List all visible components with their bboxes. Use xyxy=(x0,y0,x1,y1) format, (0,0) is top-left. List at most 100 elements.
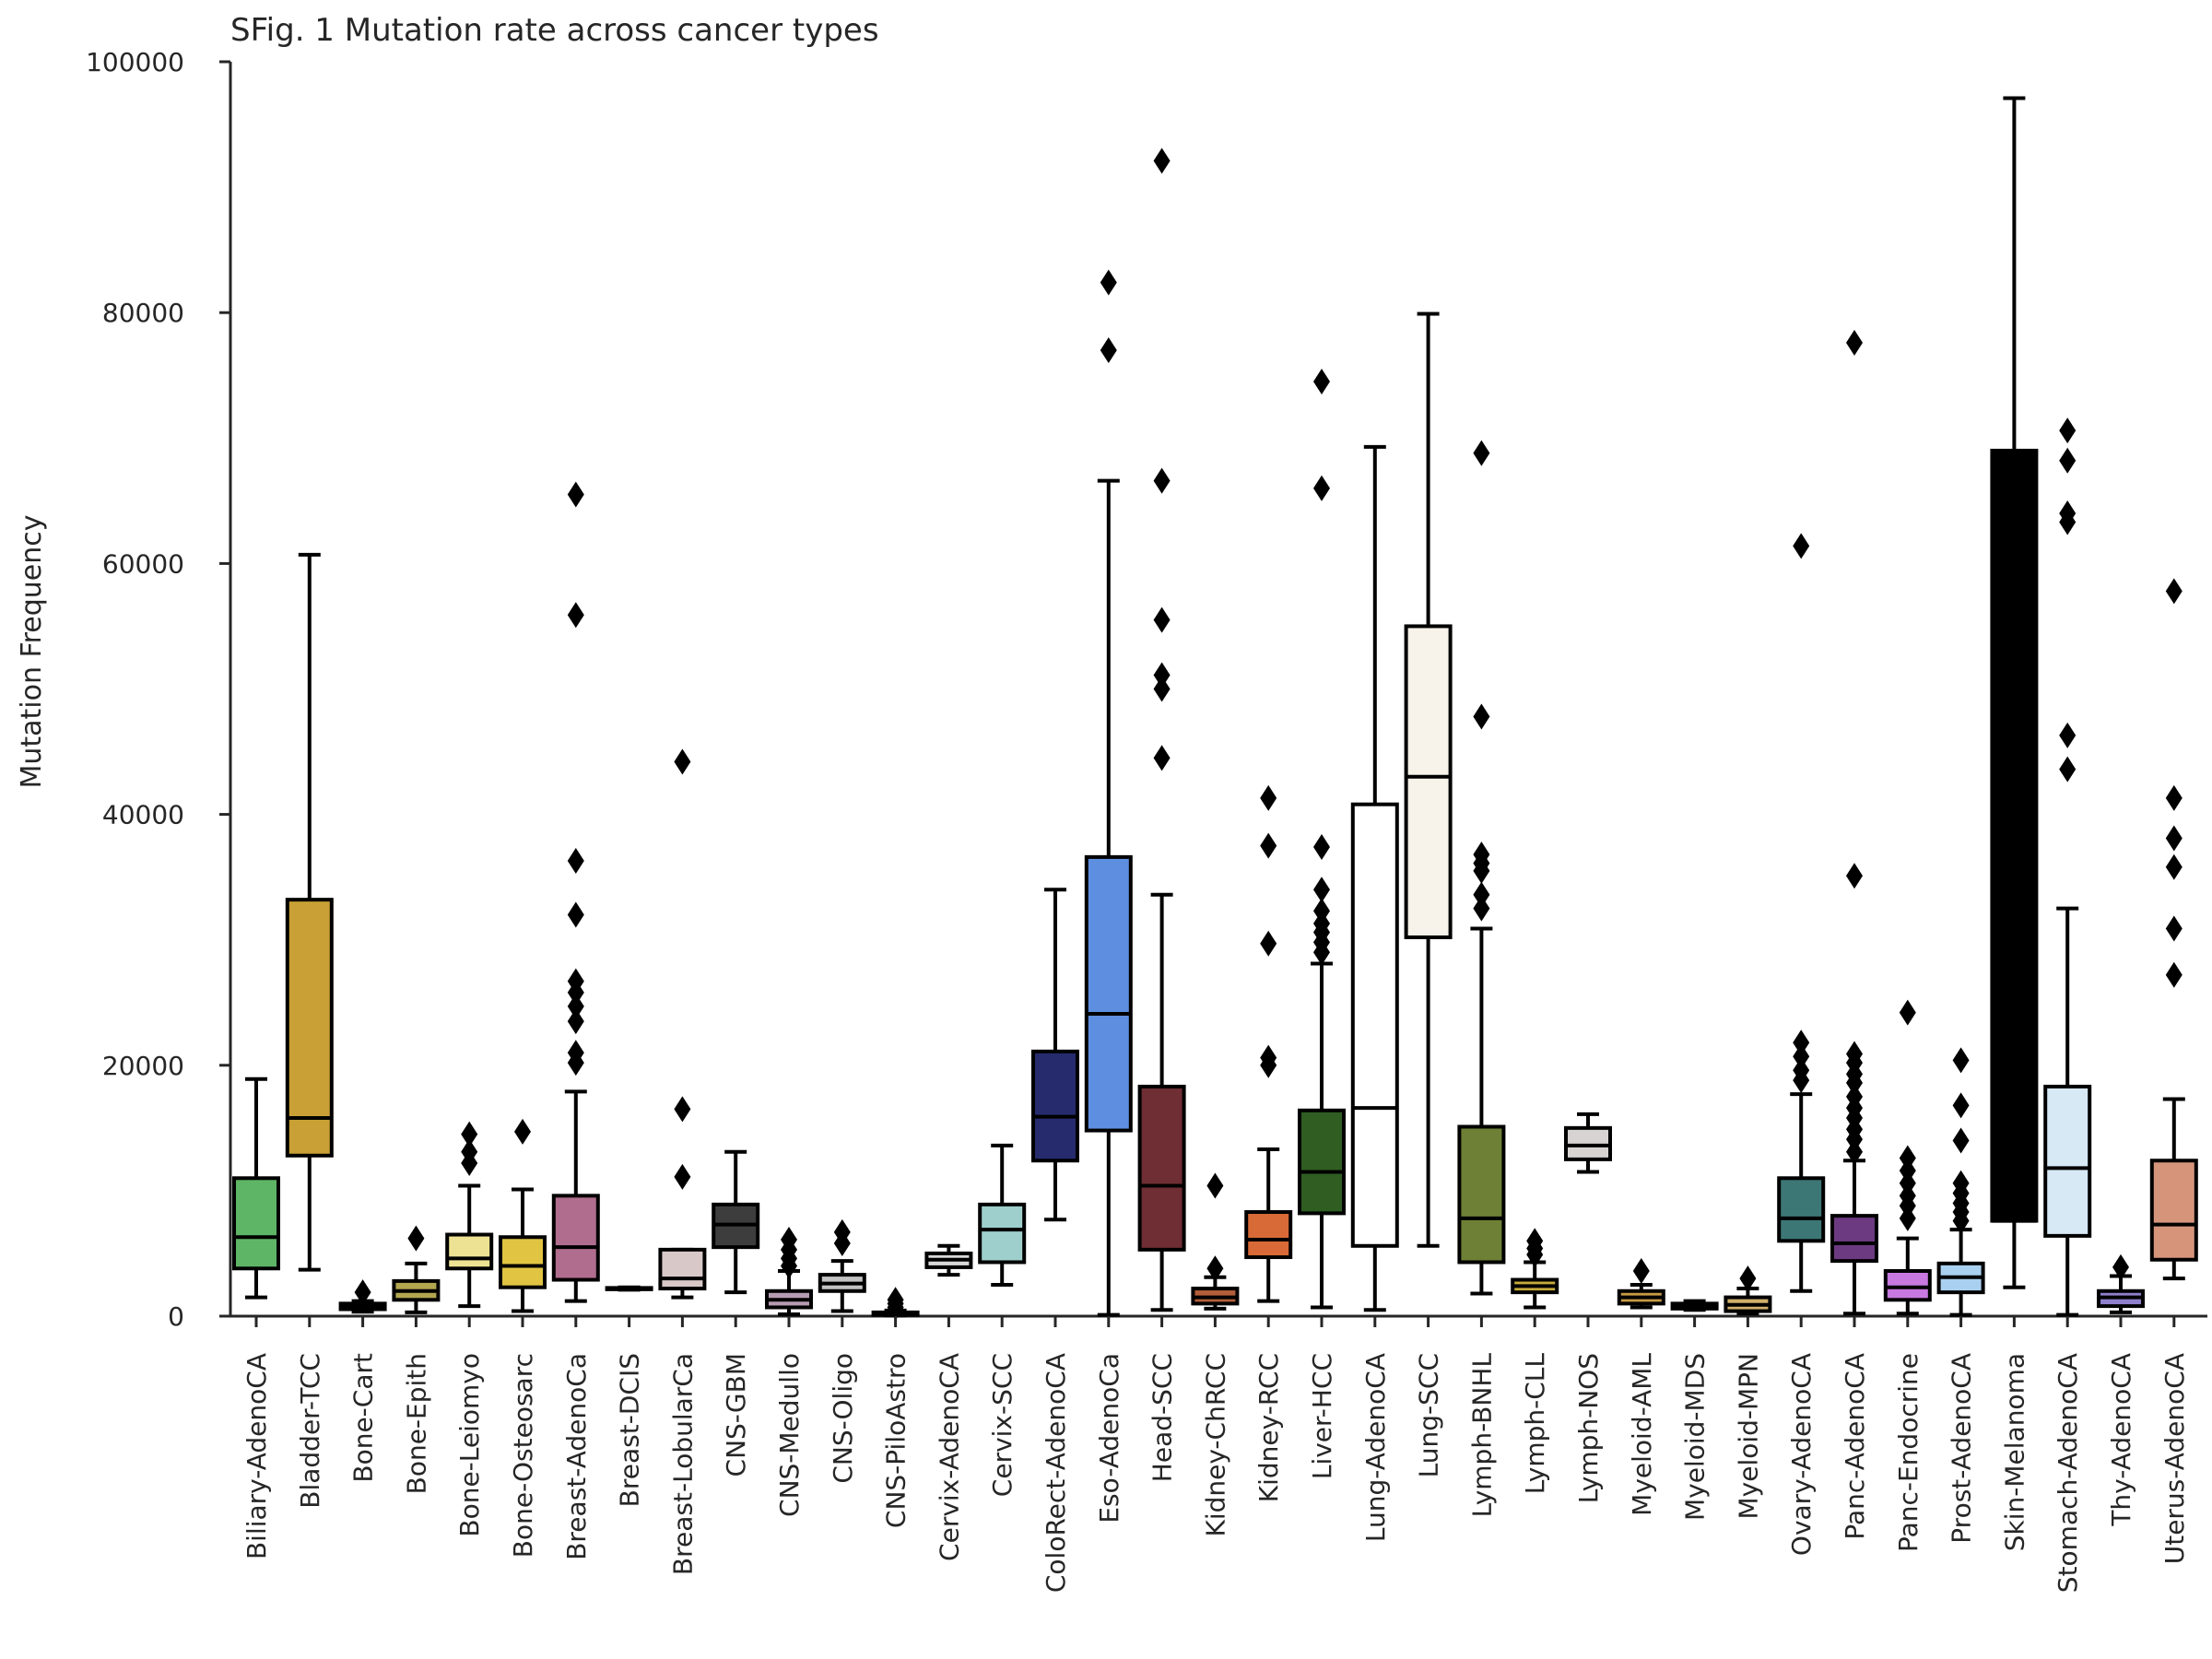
box-group xyxy=(871,1287,920,1321)
box-group xyxy=(285,552,334,1272)
axes xyxy=(229,62,2207,1318)
outlier-point xyxy=(1473,895,1490,922)
box-group xyxy=(1670,1299,1719,1312)
x-tick-label: Lung-AdenoCA xyxy=(1360,1353,1391,1542)
outlier-point xyxy=(1899,1145,1916,1171)
x-tick-label: Kidney-ChRCC xyxy=(1200,1353,1230,1537)
outlier-point xyxy=(1153,467,1171,494)
x-tick-label: CNS-PiloAstro xyxy=(881,1353,912,1528)
outlier-point xyxy=(1952,1127,1970,1154)
box-group xyxy=(2043,418,2092,1317)
x-tick-label: Biliary-AdenoCA xyxy=(241,1353,272,1559)
box-group xyxy=(1511,1228,1559,1310)
outlier-point xyxy=(1952,1092,1970,1119)
x-tick-label: Bone-Epith xyxy=(401,1353,431,1494)
outlier-point xyxy=(2165,825,2183,852)
x-tick-label: Head-SCC xyxy=(1147,1353,1178,1482)
outlier-point xyxy=(2059,500,2077,526)
outlier-point xyxy=(567,901,584,928)
x-tick-label: Bone-Osteosarc xyxy=(508,1353,538,1558)
outlier-point xyxy=(1313,475,1330,501)
outlier-point xyxy=(567,481,584,508)
x-tick-label: Prost-AdenoCA xyxy=(1947,1353,1977,1544)
outlier-point xyxy=(1206,1255,1224,1282)
iqr-box xyxy=(1990,448,2039,1223)
outlier-point xyxy=(567,1008,584,1035)
iqr-box xyxy=(1830,1214,1878,1264)
x-tick-label: Lymph-CLL xyxy=(1520,1353,1550,1495)
box-group xyxy=(445,1121,494,1309)
outlier-point xyxy=(2059,418,2077,444)
outlier-point xyxy=(1846,329,1863,356)
iqr-box xyxy=(1457,1124,1506,1265)
iqr-box xyxy=(2043,1084,2092,1238)
box-group xyxy=(1137,147,1186,1312)
x-tick-label: CNS-Oligo xyxy=(828,1353,858,1484)
outlier-point xyxy=(1313,898,1330,924)
x-tick-label: Panc-Endocrine xyxy=(1893,1353,1924,1552)
box-group xyxy=(499,1118,547,1313)
box-group xyxy=(1724,1265,1772,1316)
outlier-point xyxy=(1846,1083,1863,1110)
outlier-point xyxy=(887,1287,904,1313)
box-group xyxy=(1404,312,1453,1248)
outlier-point xyxy=(2112,1253,2129,1280)
box-group xyxy=(2097,1253,2145,1314)
box-group xyxy=(712,1149,760,1295)
x-tick-label: Bone-Cart xyxy=(348,1353,379,1483)
outlier-point xyxy=(567,968,584,994)
box-group xyxy=(232,1077,280,1300)
outlier-point xyxy=(567,993,584,1019)
y-tick-label: 20000 xyxy=(102,1051,184,1081)
x-tick-label: Myeloid-MPN xyxy=(1733,1353,1763,1520)
outlier-point xyxy=(461,1138,478,1165)
outlier-point xyxy=(1206,1172,1224,1199)
iqr-box xyxy=(551,1194,600,1282)
y-axis-label: Mutation Frequency xyxy=(16,514,48,788)
iqr-box xyxy=(978,1202,1027,1265)
y-tick-label: 0 xyxy=(168,1301,184,1332)
x-tick-label: Thy-AdenoCA xyxy=(2106,1353,2136,1527)
outlier-point xyxy=(1260,930,1277,957)
box-group xyxy=(338,1279,387,1314)
outlier-point xyxy=(2165,578,2183,605)
y-tick-labels: 0 20000 40000 60000 80000 100000 xyxy=(86,47,230,1332)
outlier-point xyxy=(1260,1044,1277,1071)
chart-title: SFig. 1 Mutation rate across cancer type… xyxy=(230,12,879,49)
box-group xyxy=(1031,888,1079,1222)
outlier-point xyxy=(1739,1265,1757,1292)
box-group xyxy=(605,1285,653,1292)
box-group xyxy=(2149,578,2198,1281)
outlier-point xyxy=(1526,1228,1544,1254)
outlier-point xyxy=(1473,841,1490,868)
x-tick-label: Liver-HCC xyxy=(1307,1353,1337,1479)
iqr-box xyxy=(1564,1125,1612,1161)
outlier-point xyxy=(1793,1043,1810,1070)
x-tick-label: Lymph-NOS xyxy=(1573,1353,1604,1503)
x-tick-label: Kidney-RCC xyxy=(1253,1353,1284,1502)
outlier-point xyxy=(1153,676,1171,702)
x-tick-label: Panc-AdenoCA xyxy=(1840,1353,1870,1540)
x-tick-label: CNS-Medullo xyxy=(774,1353,805,1517)
y-tick-label: 100000 xyxy=(86,47,184,77)
iqr-box xyxy=(1084,854,1133,1133)
x-tick-label: ColoRect-AdenoCA xyxy=(1041,1353,1071,1593)
x-tick-label: CNS-GBM xyxy=(721,1353,751,1477)
x-tick-label: Cervix-SCC xyxy=(987,1353,1018,1497)
iqr-box xyxy=(1137,1084,1186,1252)
outlier-point xyxy=(1313,369,1330,395)
outlier-point xyxy=(1793,533,1810,559)
iqr-box xyxy=(232,1176,280,1271)
x-tick-label: Bone-Leiomyo xyxy=(454,1353,485,1537)
box-group xyxy=(765,1226,813,1316)
outlier-point xyxy=(461,1121,478,1147)
outlier-point xyxy=(781,1226,797,1253)
x-tick-label: Myeloid-MDS xyxy=(1680,1353,1711,1521)
x-tick-label: Bladder-TCC xyxy=(295,1353,325,1509)
box-group xyxy=(818,1218,866,1313)
outlier-point xyxy=(567,602,584,629)
outlier-point xyxy=(2165,853,2183,880)
outlier-point xyxy=(1473,440,1490,466)
x-tick-label: Cervix-AdenoCA xyxy=(934,1353,964,1561)
outlier-point xyxy=(514,1118,531,1145)
